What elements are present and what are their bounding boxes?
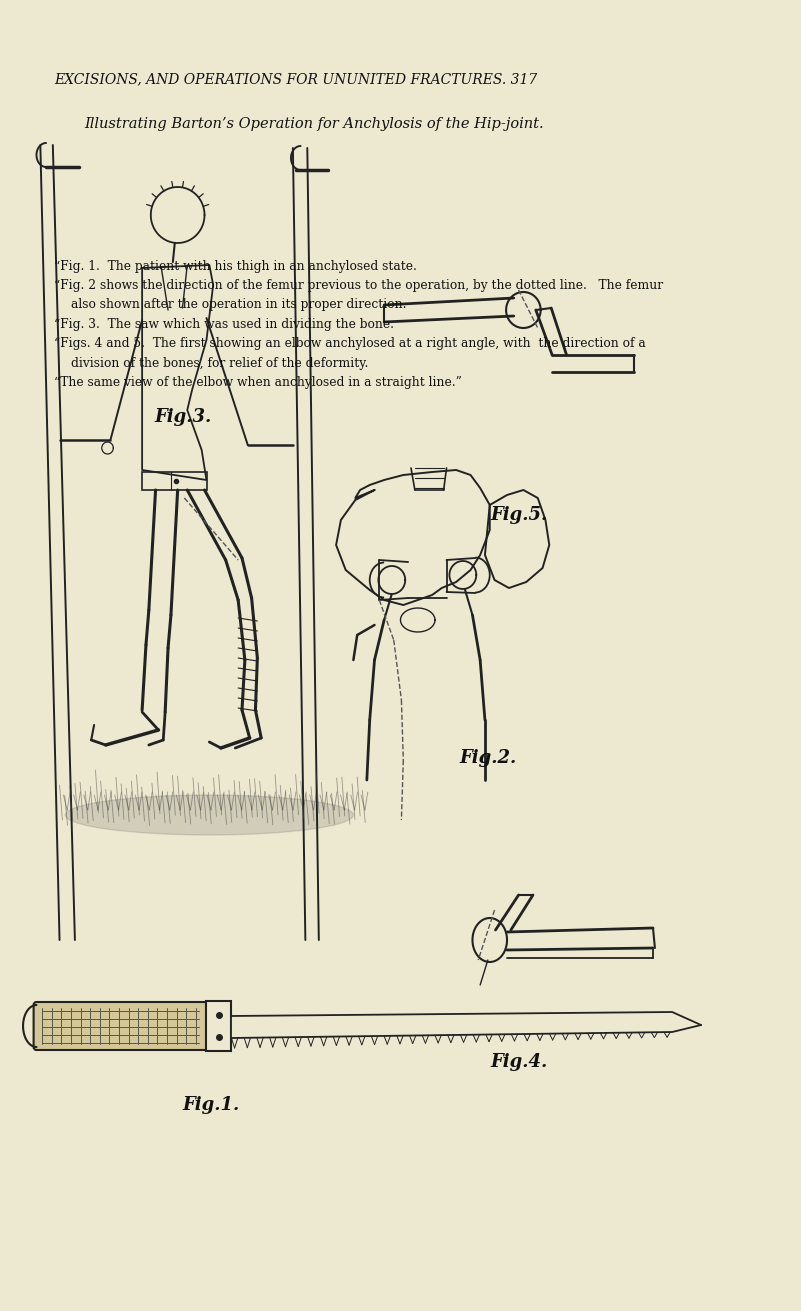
Text: “Figs. 4 and 5.  The first showing an elbow anchylosed at a right angle, with  t: “Figs. 4 and 5. The first showing an elb…	[54, 337, 646, 350]
Polygon shape	[231, 1012, 701, 1038]
Text: Fig.4.: Fig.4.	[490, 1053, 548, 1071]
Text: “Fig. 2 shows the direction of the femur previous to the operation, by the dotte: “Fig. 2 shows the direction of the femur…	[54, 279, 663, 292]
Text: “The same view of the elbow when anchylosed in a straight line.”: “The same view of the elbow when anchylo…	[54, 376, 461, 389]
Bar	[142, 472, 207, 490]
Text: Fig.1.: Fig.1.	[183, 1096, 240, 1114]
Text: division of the bones, for relief of the deformity.: division of the bones, for relief of the…	[71, 357, 368, 370]
Text: “Fig. 3.  The saw which was used in dividing the bone.: “Fig. 3. The saw which was used in divid…	[54, 317, 394, 330]
FancyBboxPatch shape	[34, 1002, 207, 1050]
Text: Fig.2.: Fig.2.	[460, 749, 517, 767]
Text: also shown after the operation in its proper direction.: also shown after the operation in its pr…	[71, 299, 407, 312]
Text: Illustrating Barton’s Operation for Anchylosis of the Hip-joint.: Illustrating Barton’s Operation for Anch…	[85, 117, 544, 131]
Text: Fig.3.: Fig.3.	[155, 408, 211, 426]
Text: “Fig. 1.  The patient with his thigh in an anchylosed state.: “Fig. 1. The patient with his thigh in a…	[54, 260, 417, 273]
Text: Fig.5.: Fig.5.	[490, 506, 548, 524]
Ellipse shape	[66, 794, 353, 835]
Text: EXCISIONS, AND OPERATIONS FOR UNUNITED FRACTURES. 317: EXCISIONS, AND OPERATIONS FOR UNUNITED F…	[54, 72, 537, 87]
Bar	[207, 1002, 231, 1051]
